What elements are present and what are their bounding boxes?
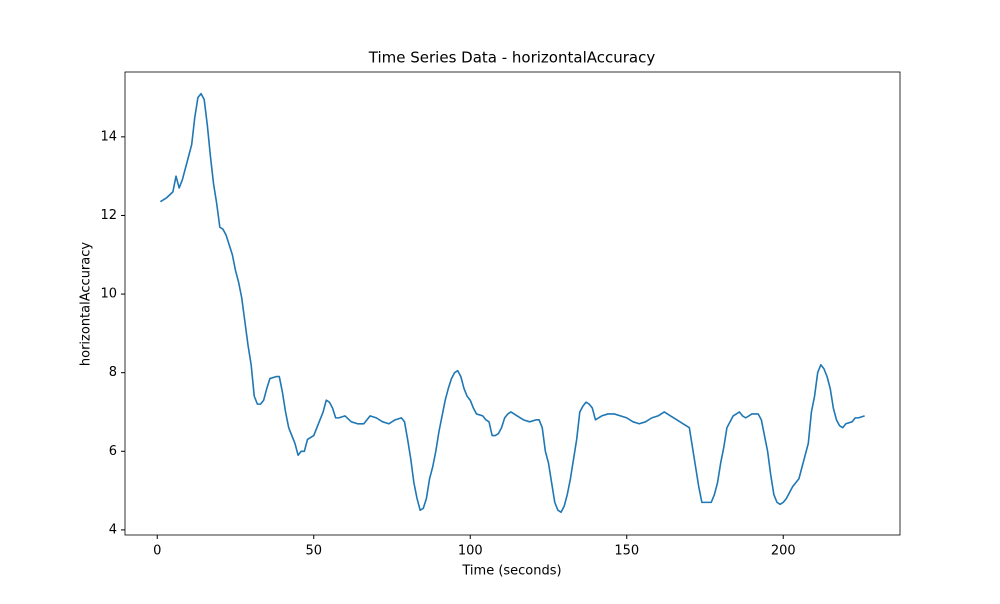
x-axis-label: Time (seconds) bbox=[461, 564, 561, 579]
y-tick-label: 6 bbox=[109, 444, 117, 459]
y-tick-label: 14 bbox=[100, 129, 117, 144]
x-tick-label: 50 bbox=[305, 544, 322, 559]
chart-title: Time Series Data - horizontalAccuracy bbox=[368, 49, 656, 67]
data-line bbox=[159, 92, 865, 513]
y-tick-label: 12 bbox=[100, 208, 117, 223]
x-tick-label: 0 bbox=[153, 544, 161, 559]
x-tick-label: 200 bbox=[771, 544, 796, 559]
y-tick-label: 4 bbox=[109, 522, 117, 537]
y-tick-label: 8 bbox=[109, 365, 117, 380]
y-tick-label: 10 bbox=[100, 287, 117, 302]
plot-frame bbox=[124, 71, 901, 536]
y-axis-label: horizontalAccuracy bbox=[79, 242, 94, 366]
x-tick-label: 100 bbox=[458, 544, 483, 559]
x-tick-label: 150 bbox=[614, 544, 639, 559]
